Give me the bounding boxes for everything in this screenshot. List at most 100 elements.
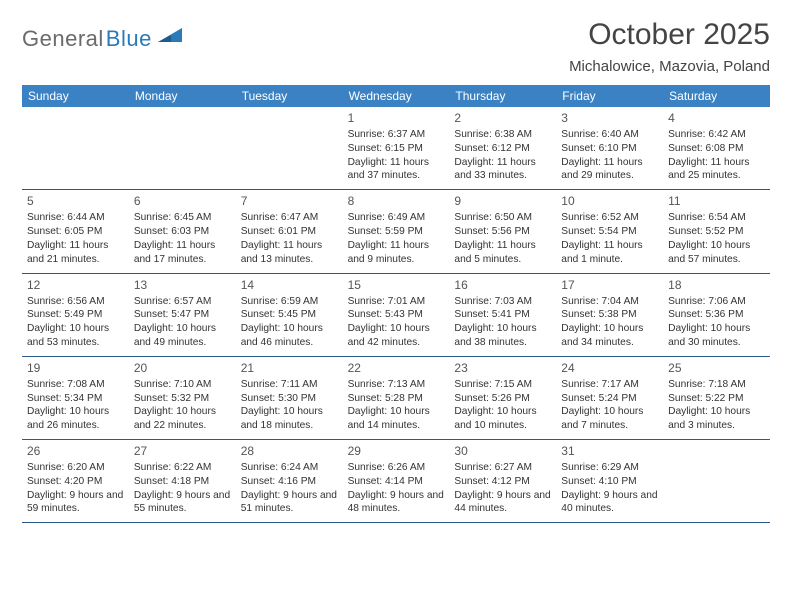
- location: Michalowice, Mazovia, Poland: [569, 58, 770, 75]
- day-header: Friday: [556, 85, 663, 107]
- day-number: 22: [348, 360, 445, 376]
- day-number: 2: [454, 110, 551, 126]
- day-cell: 19Sunrise: 7:08 AMSunset: 5:34 PMDayligh…: [22, 357, 129, 439]
- day-cell: 12Sunrise: 6:56 AMSunset: 5:49 PMDayligh…: [22, 274, 129, 356]
- week-row: 12Sunrise: 6:56 AMSunset: 5:49 PMDayligh…: [22, 274, 770, 357]
- day-number: 11: [668, 193, 765, 209]
- day-info: Sunrise: 6:29 AMSunset: 4:10 PMDaylight:…: [561, 461, 658, 516]
- day-cell: 5 Sunrise: 6:44 AMSunset: 6:05 PMDaylight…: [22, 190, 129, 272]
- day-cell: 13 Sunrise: 6:57 AMSunset: 5:47 PMDayligh…: [129, 274, 236, 356]
- day-cell: 4 Sunrise: 6:42 AMSunset: 6:08 PMDaylight…: [663, 107, 770, 189]
- day-info: Sunrise: 6:26 AMSunset: 4:14 PMDaylight:…: [348, 461, 445, 516]
- day-cell: 9Sunrise: 6:50 AMSunset: 5:56 PMDaylight…: [449, 190, 556, 272]
- day-header: Saturday: [663, 85, 770, 107]
- day-info: Sunrise: 7:13 AMSunset: 5:28 PMDaylight:…: [348, 378, 445, 433]
- day-cell: 11 Sunrise: 6:54 AMSunset: 5:52 PMDayligh…: [663, 190, 770, 272]
- day-number: 20: [134, 360, 231, 376]
- day-cell: 1 Sunrise: 6:37 AMSunset: 6:15 PMDaylight…: [343, 107, 450, 189]
- day-info: Sunrise: 6:44 AMSunset: 6:05 PMDaylight:…: [27, 211, 124, 266]
- day-cell: 16 Sunrise: 7:03 AMSunset: 5:41 PMDayligh…: [449, 274, 556, 356]
- logo: GeneralBlue: [22, 18, 184, 52]
- day-info: Sunrise: 6:47 AMSunset: 6:01 PMDaylight:…: [241, 211, 338, 266]
- day-info: Sunrise: 6:27 AMSunset: 4:12 PMDaylight:…: [454, 461, 551, 516]
- day-cell: 23Sunrise: 7:15 AMSunset: 5:26 PMDayligh…: [449, 357, 556, 439]
- day-cell: 31Sunrise: 6:29 AMSunset: 4:10 PMDayligh…: [556, 440, 663, 522]
- logo-triangle-icon: [158, 26, 184, 49]
- week-row: 5 Sunrise: 6:44 AMSunset: 6:05 PMDaylight…: [22, 190, 770, 273]
- day-cell: 15 Sunrise: 7:01 AMSunset: 5:43 PMDayligh…: [343, 274, 450, 356]
- day-info: Sunrise: 6:49 AMSunset: 5:59 PMDaylight:…: [348, 211, 445, 266]
- day-header: Monday: [129, 85, 236, 107]
- day-number: 30: [454, 443, 551, 459]
- day-cell: 2Sunrise: 6:38 AMSunset: 6:12 PMDaylight…: [449, 107, 556, 189]
- day-info: Sunrise: 6:37 AMSunset: 6:15 PMDaylight:…: [348, 128, 445, 183]
- day-info: Sunrise: 6:54 AMSunset: 5:52 PMDaylight:…: [668, 211, 765, 266]
- day-cell: 26 Sunrise: 6:20 AMSunset: 4:20 PMDayligh…: [22, 440, 129, 522]
- calendar-page: GeneralBlue October 2025 Michalowice, Ma…: [0, 0, 792, 535]
- day-number: 4: [668, 110, 765, 126]
- day-cell: 6 Sunrise: 6:45 AMSunset: 6:03 PMDaylight…: [129, 190, 236, 272]
- day-info: Sunrise: 6:20 AMSunset: 4:20 PMDaylight:…: [27, 461, 124, 516]
- day-cell: 14 Sunrise: 6:59 AMSunset: 5:45 PMDayligh…: [236, 274, 343, 356]
- day-number: 26: [27, 443, 124, 459]
- day-info: Sunrise: 7:03 AMSunset: 5:41 PMDaylight:…: [454, 295, 551, 350]
- day-info: Sunrise: 6:40 AMSunset: 6:10 PMDaylight:…: [561, 128, 658, 183]
- day-number: 25: [668, 360, 765, 376]
- day-info: Sunrise: 6:22 AMSunset: 4:18 PMDaylight:…: [134, 461, 231, 516]
- day-cell: 29 Sunrise: 6:26 AMSunset: 4:14 PMDayligh…: [343, 440, 450, 522]
- calendar: SundayMondayTuesdayWednesdayThursdayFrid…: [22, 85, 770, 523]
- day-cell: [129, 107, 236, 189]
- day-info: Sunrise: 7:06 AMSunset: 5:36 PMDaylight:…: [668, 295, 765, 350]
- day-info: Sunrise: 7:01 AMSunset: 5:43 PMDaylight:…: [348, 295, 445, 350]
- day-cell: 28Sunrise: 6:24 AMSunset: 4:16 PMDayligh…: [236, 440, 343, 522]
- day-number: 17: [561, 277, 658, 293]
- day-info: Sunrise: 6:59 AMSunset: 5:45 PMDaylight:…: [241, 295, 338, 350]
- day-cell: 30 Sunrise: 6:27 AMSunset: 4:12 PMDayligh…: [449, 440, 556, 522]
- day-info: Sunrise: 7:17 AMSunset: 5:24 PMDaylight:…: [561, 378, 658, 433]
- day-cell: 17Sunrise: 7:04 AMSunset: 5:38 PMDayligh…: [556, 274, 663, 356]
- day-number: 14: [241, 277, 338, 293]
- day-number: 1: [348, 110, 445, 126]
- day-number: 13: [134, 277, 231, 293]
- day-number: 6: [134, 193, 231, 209]
- month-title: October 2025: [569, 18, 770, 52]
- day-cell: 27Sunrise: 6:22 AMSunset: 4:18 PMDayligh…: [129, 440, 236, 522]
- day-number: 10: [561, 193, 658, 209]
- day-cell: 24Sunrise: 7:17 AMSunset: 5:24 PMDayligh…: [556, 357, 663, 439]
- day-cell: 7 Sunrise: 6:47 AMSunset: 6:01 PMDaylight…: [236, 190, 343, 272]
- day-cell: 21Sunrise: 7:11 AMSunset: 5:30 PMDayligh…: [236, 357, 343, 439]
- day-header: Wednesday: [343, 85, 450, 107]
- day-info: Sunrise: 7:11 AMSunset: 5:30 PMDaylight:…: [241, 378, 338, 433]
- day-info: Sunrise: 6:57 AMSunset: 5:47 PMDaylight:…: [134, 295, 231, 350]
- day-header: Thursday: [449, 85, 556, 107]
- day-cell: [663, 440, 770, 522]
- day-info: Sunrise: 7:15 AMSunset: 5:26 PMDaylight:…: [454, 378, 551, 433]
- day-cell: 3 Sunrise: 6:40 AMSunset: 6:10 PMDaylight…: [556, 107, 663, 189]
- day-info: Sunrise: 7:10 AMSunset: 5:32 PMDaylight:…: [134, 378, 231, 433]
- day-info: Sunrise: 7:18 AMSunset: 5:22 PMDaylight:…: [668, 378, 765, 433]
- day-cell: 8 Sunrise: 6:49 AMSunset: 5:59 PMDaylight…: [343, 190, 450, 272]
- day-info: Sunrise: 6:42 AMSunset: 6:08 PMDaylight:…: [668, 128, 765, 183]
- day-number: 3: [561, 110, 658, 126]
- day-cell: 10Sunrise: 6:52 AMSunset: 5:54 PMDayligh…: [556, 190, 663, 272]
- week-row: 19Sunrise: 7:08 AMSunset: 5:34 PMDayligh…: [22, 357, 770, 440]
- day-number: 29: [348, 443, 445, 459]
- day-header-row: SundayMondayTuesdayWednesdayThursdayFrid…: [22, 85, 770, 107]
- day-number: 8: [348, 193, 445, 209]
- title-block: October 2025 Michalowice, Mazovia, Polan…: [569, 18, 770, 79]
- day-number: 15: [348, 277, 445, 293]
- week-row: 1 Sunrise: 6:37 AMSunset: 6:15 PMDaylight…: [22, 107, 770, 190]
- day-number: 5: [27, 193, 124, 209]
- day-info: Sunrise: 6:24 AMSunset: 4:16 PMDaylight:…: [241, 461, 338, 516]
- day-header: Tuesday: [236, 85, 343, 107]
- day-number: 16: [454, 277, 551, 293]
- day-number: 12: [27, 277, 124, 293]
- day-cell: [22, 107, 129, 189]
- day-cell: 18Sunrise: 7:06 AMSunset: 5:36 PMDayligh…: [663, 274, 770, 356]
- header: GeneralBlue October 2025 Michalowice, Ma…: [22, 18, 770, 79]
- day-number: 7: [241, 193, 338, 209]
- day-cell: 25 Sunrise: 7:18 AMSunset: 5:22 PMDayligh…: [663, 357, 770, 439]
- day-info: Sunrise: 6:50 AMSunset: 5:56 PMDaylight:…: [454, 211, 551, 266]
- day-info: Sunrise: 6:45 AMSunset: 6:03 PMDaylight:…: [134, 211, 231, 266]
- day-info: Sunrise: 7:08 AMSunset: 5:34 PMDaylight:…: [27, 378, 124, 433]
